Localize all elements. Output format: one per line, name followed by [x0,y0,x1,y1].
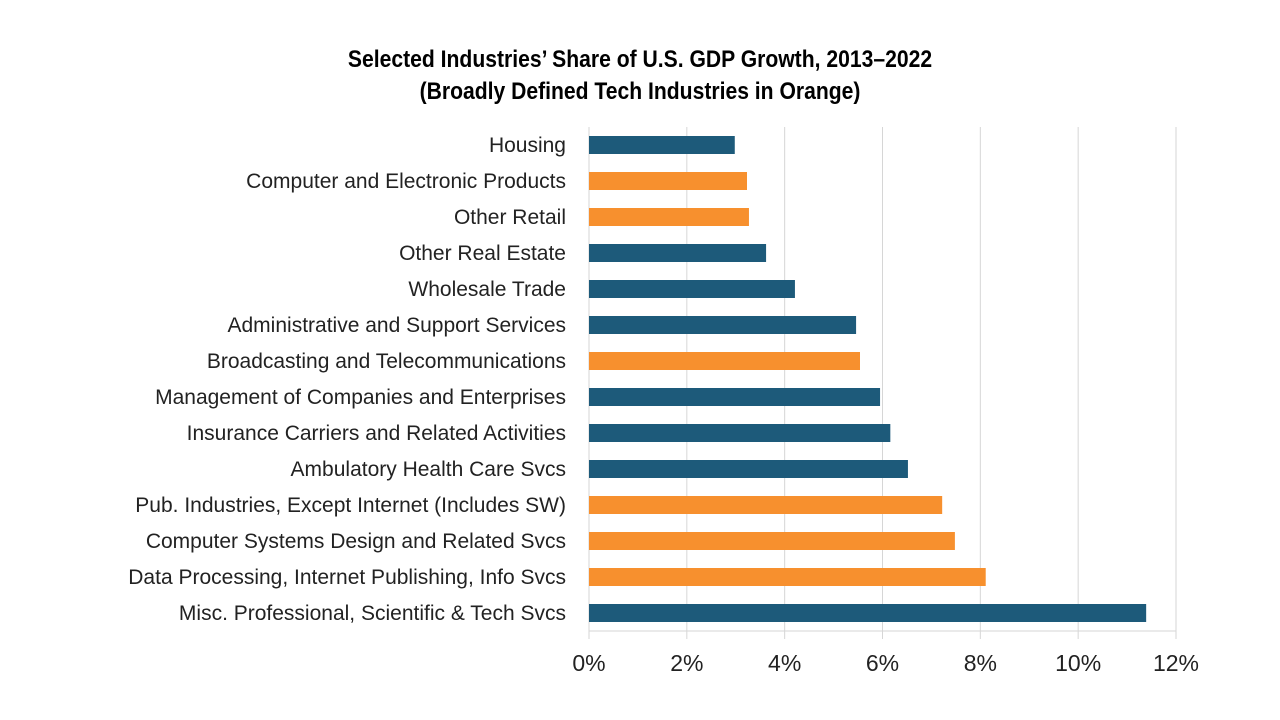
bar [589,388,881,406]
bar [589,244,767,262]
category-label: Misc. Professional, Scientific & Tech Sv… [179,602,566,625]
bar [589,136,735,154]
category-label: Insurance Carriers and Related Activitie… [187,422,566,445]
bar [589,568,986,586]
category-label: Wholesale Trade [408,278,566,301]
chart-title: Selected Industries’ Share of U.S. GDP G… [347,46,933,73]
x-tick-label: 10% [1055,650,1101,676]
category-label: Other Real Estate [399,242,566,265]
bar [589,208,749,226]
category-label: Computer and Electronic Products [246,170,566,193]
category-label: Pub. Industries, Except Internet (Includ… [135,494,566,517]
x-tick-label: 2% [670,650,703,676]
bar [589,316,857,334]
category-label: Other Retail [454,206,566,229]
category-label: Broadcasting and Telecommunications [207,350,566,373]
bar [589,172,748,190]
category-label: Housing [489,134,566,157]
category-label: Computer Systems Design and Related Svcs [146,530,566,553]
category-label: Data Processing, Internet Publishing, In… [128,566,566,589]
chart-subtitle: (Broadly Defined Tech Industries in Oran… [419,78,861,105]
bar [589,460,908,478]
bar [589,604,1147,622]
bar [589,352,860,370]
category-label: Administrative and Support Services [228,314,567,337]
bar [589,496,943,514]
x-tick-label: 12% [1153,650,1199,676]
x-tick-label: 4% [768,650,801,676]
category-label: Management of Companies and Enterprises [155,386,566,409]
x-tick-label: 0% [572,650,605,676]
category-label: Ambulatory Health Care Svcs [291,458,566,481]
x-tick-label: 8% [964,650,997,676]
bar [589,532,955,550]
bar [589,280,795,298]
x-tick-label: 6% [866,650,899,676]
bar [589,424,891,442]
